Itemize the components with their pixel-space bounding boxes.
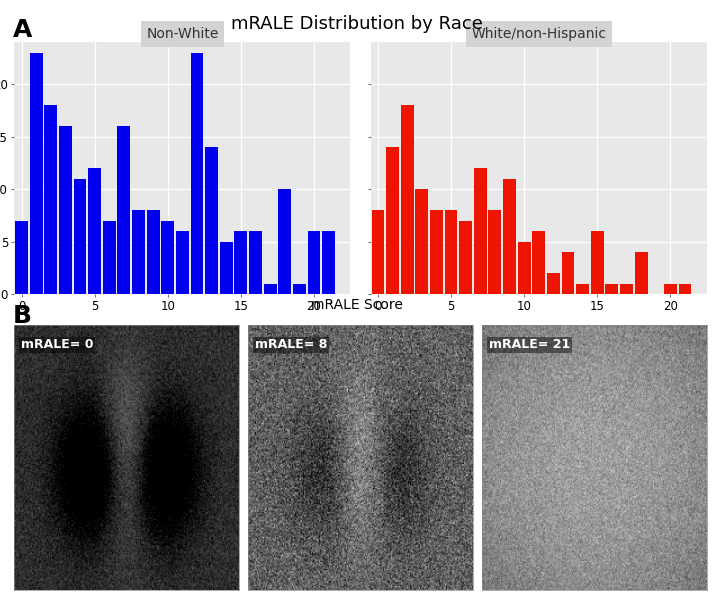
Bar	[44, 105, 57, 294]
Bar	[416, 189, 428, 294]
Bar	[191, 52, 203, 294]
Title: White/non-Hispanic: White/non-Hispanic	[471, 27, 606, 41]
Bar	[118, 126, 131, 294]
Text: mRALE= 21: mRALE= 21	[489, 338, 570, 352]
Bar	[547, 273, 560, 294]
Bar	[562, 252, 575, 294]
Bar	[518, 242, 531, 294]
Bar	[176, 231, 188, 294]
Bar	[89, 168, 101, 294]
Bar	[678, 284, 691, 294]
Bar	[620, 284, 633, 294]
Text: B: B	[13, 304, 32, 328]
Bar	[263, 284, 276, 294]
Bar	[605, 284, 618, 294]
Bar	[132, 210, 145, 294]
Text: mRALE= 0: mRALE= 0	[21, 338, 94, 352]
Bar	[293, 284, 306, 294]
Bar	[664, 284, 677, 294]
Text: A: A	[13, 18, 32, 42]
Bar	[576, 284, 589, 294]
Bar	[590, 231, 603, 294]
Bar	[401, 105, 413, 294]
Bar	[15, 221, 28, 294]
Bar	[445, 210, 458, 294]
Text: mRALE Score: mRALE Score	[311, 298, 403, 312]
Bar	[278, 189, 291, 294]
Bar	[430, 210, 443, 294]
Bar	[205, 147, 218, 294]
Bar	[635, 252, 648, 294]
Bar	[474, 168, 487, 294]
Bar	[488, 210, 501, 294]
Bar	[308, 231, 321, 294]
Bar	[533, 231, 545, 294]
Bar	[234, 231, 247, 294]
Bar	[371, 210, 384, 294]
Title: Non-White: Non-White	[146, 27, 218, 41]
Bar	[74, 179, 86, 294]
Text: mRALE Distribution by Race: mRALE Distribution by Race	[231, 15, 483, 33]
Bar	[459, 221, 472, 294]
Bar	[503, 179, 516, 294]
Bar	[322, 231, 335, 294]
Text: mRALE= 8: mRALE= 8	[255, 338, 327, 352]
Bar	[386, 147, 399, 294]
Bar	[30, 52, 43, 294]
Bar	[220, 242, 233, 294]
Bar	[59, 126, 72, 294]
Bar	[146, 210, 159, 294]
Bar	[103, 221, 116, 294]
Bar	[249, 231, 262, 294]
Bar	[161, 221, 174, 294]
